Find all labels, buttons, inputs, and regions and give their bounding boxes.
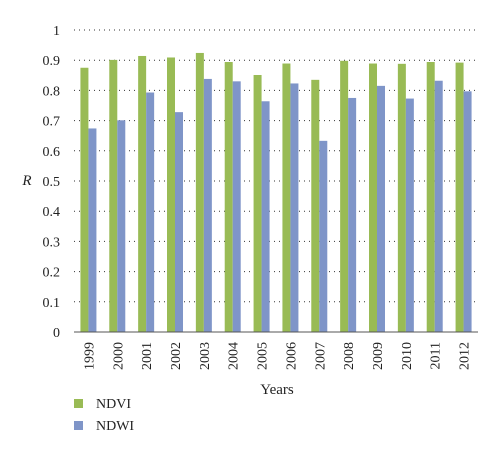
x-tick-label-2002: 2002	[169, 342, 184, 370]
y-tick-label-1: 0.1	[43, 296, 61, 311]
x-tick-labels: 1999 2000 2001 2002 2003 2004 2005 2006 2007 2008…	[82, 342, 472, 370]
x-tick-label-2006: 2006	[284, 342, 299, 370]
x-tick-label-2009: 2009	[371, 342, 386, 370]
bar-ndwi-2000	[117, 120, 126, 332]
bar-ndvi-1999	[80, 67, 89, 332]
bar-ndvi-2007	[311, 79, 320, 332]
x-tick-label-2004: 2004	[227, 342, 242, 370]
legend: NDVI NDWI	[74, 397, 134, 434]
bars	[80, 52, 472, 333]
y-tick-label-6: 0.6	[43, 145, 61, 160]
x-tick-label-2010: 2010	[400, 342, 415, 370]
legend-label-ndvi: NDVI	[96, 397, 131, 412]
bar-ndvi-2004	[224, 62, 233, 333]
bar-ndwi-1999	[88, 128, 97, 332]
bar-ndwi-2011	[434, 80, 443, 333]
bar-ndvi-2012	[455, 62, 464, 333]
legend-swatch-ndwi	[74, 421, 83, 430]
bar-ndvi-2006	[282, 63, 291, 332]
bar-ndwi-2012	[463, 91, 472, 332]
bar-ndwi-2004	[232, 81, 241, 332]
bar-ndvi-2011	[426, 62, 435, 333]
bar-ndwi-2006	[290, 83, 299, 332]
bar-ndwi-2005	[261, 101, 270, 332]
bar-ndvi-2003	[195, 52, 204, 333]
bar-ndwi-2002	[175, 112, 183, 332]
y-tick-label-3: 0.3	[43, 235, 61, 250]
x-tick-label-2005: 2005	[256, 342, 271, 370]
y-tick-label-4: 0.4	[43, 205, 61, 220]
legend-swatch-ndvi	[74, 399, 83, 408]
x-axis-label: Years	[260, 382, 294, 398]
bar-ndwi-2007	[319, 140, 328, 332]
x-tick-label-2012: 2012	[458, 342, 473, 370]
x-tick-label-2008: 2008	[342, 342, 357, 370]
x-tick-label-2000: 2000	[111, 342, 126, 370]
x-tick-label-2007: 2007	[313, 342, 328, 370]
bar-ndvi-2001	[138, 55, 147, 333]
bar-ndwi-2003	[203, 78, 212, 332]
y-tick-label-10: 1	[53, 24, 60, 39]
bar-ndvi-2005	[253, 74, 262, 333]
bar-ndvi-2002	[167, 57, 175, 333]
bar-ndwi-2010	[405, 98, 414, 332]
y-tick-labels: 0 0.1 0.2 0.3 0.4 0.5 0.6 0.7 0.8 0.9 1	[43, 24, 61, 341]
y-tick-label-2: 0.2	[43, 266, 61, 281]
bar-ndvi-2010	[397, 63, 406, 332]
gridlines	[74, 29, 478, 303]
bar-ndvi-2009	[369, 63, 377, 332]
legend-label-ndwi: NDWI	[96, 419, 134, 434]
y-tick-label-9: 0.9	[43, 54, 61, 69]
x-tick-label-2003: 2003	[198, 342, 213, 370]
x-tick-label-2011: 2011	[429, 342, 444, 369]
bar-ndvi-2000	[109, 59, 118, 332]
y-axis-label: R	[21, 173, 31, 189]
y-tick-label-8: 0.8	[43, 84, 61, 99]
bar-ndwi-2009	[377, 85, 385, 333]
y-tick-label-7: 0.7	[43, 115, 61, 130]
bar-ndvi-2008	[340, 60, 349, 332]
y-tick-label-5: 0.5	[43, 175, 61, 190]
bar-ndwi-2008	[348, 97, 357, 332]
x-tick-label-2001: 2001	[140, 342, 155, 370]
bar-ndwi-2001	[146, 92, 155, 332]
x-tick-label-1999: 1999	[82, 342, 97, 370]
y-tick-label-0: 0	[53, 326, 60, 341]
